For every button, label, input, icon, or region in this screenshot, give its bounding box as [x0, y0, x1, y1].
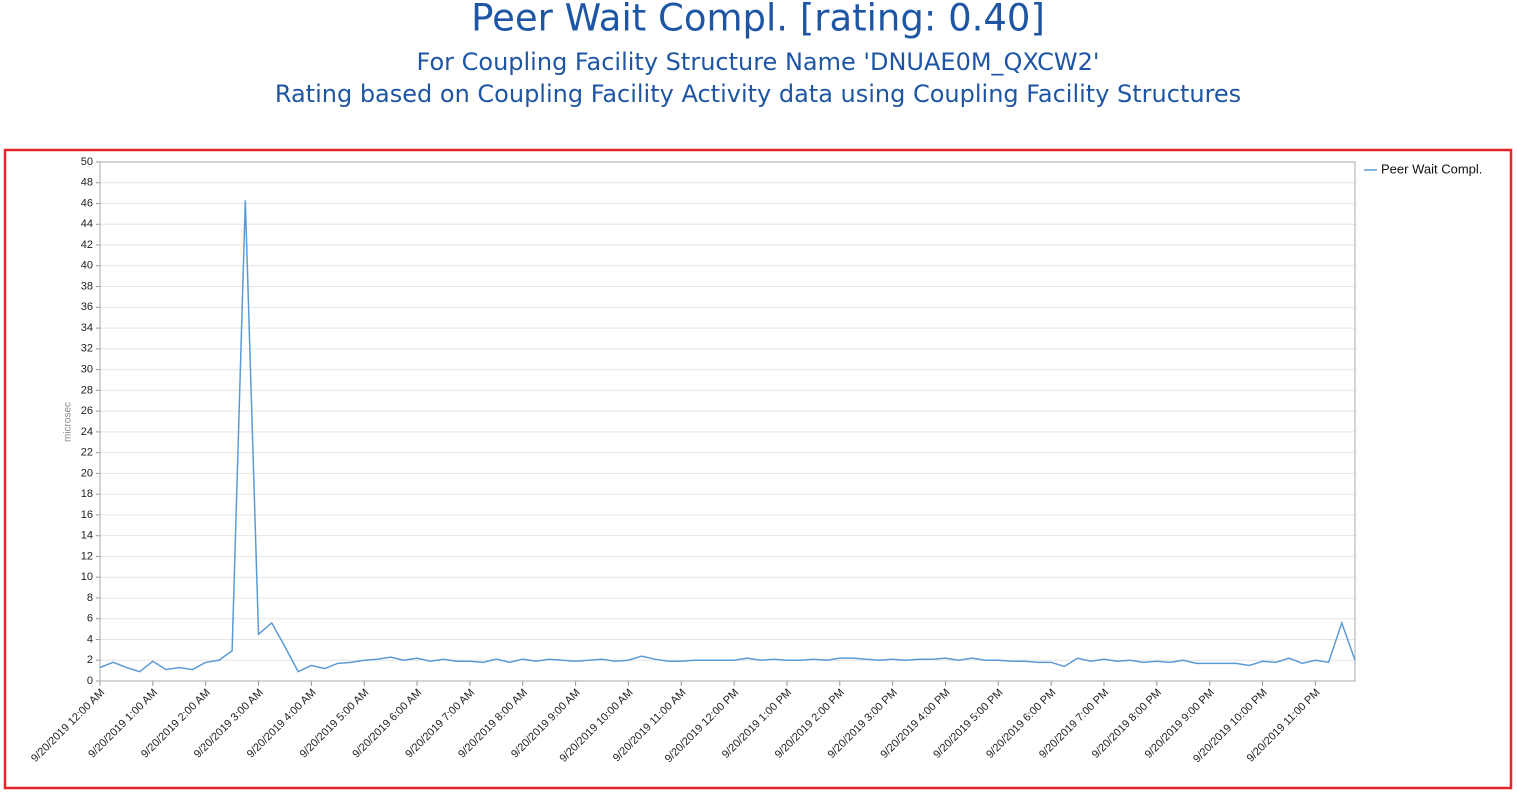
- y-tick-label: 44: [81, 218, 93, 230]
- y-tick-label: 4: [87, 633, 93, 645]
- y-tick-label: 20: [81, 467, 93, 479]
- plot-area: [99, 161, 1356, 682]
- y-tick-label: 12: [81, 550, 93, 562]
- y-axis-label: microsec: [63, 402, 74, 442]
- y-tick-label: 2: [87, 654, 93, 666]
- chart-subtitle: For Coupling Facility Structure Name 'DN…: [417, 48, 1100, 76]
- y-tick-label: 14: [81, 530, 93, 542]
- y-tick-label: 38: [81, 280, 93, 292]
- y-tick-label: 46: [81, 197, 93, 209]
- chart-title: Peer Wait Compl. [rating: 0.40]: [471, 0, 1045, 40]
- y-tick-label: 8: [87, 592, 93, 604]
- chart-subtitle: Rating based on Coupling Facility Activi…: [275, 80, 1241, 108]
- y-tick-label: 0: [87, 675, 93, 687]
- y-tick-label: 22: [81, 447, 93, 459]
- y-tick-label: 26: [81, 405, 93, 417]
- y-tick-label: 16: [81, 509, 93, 521]
- legend-label: Peer Wait Compl.: [1381, 161, 1482, 176]
- y-tick-label: 36: [81, 301, 93, 313]
- y-tick-label: 6: [87, 613, 93, 625]
- y-tick-label: 40: [81, 260, 93, 272]
- frame: [3, 148, 1513, 790]
- y-tick-label: 28: [81, 384, 93, 396]
- y-tick-label: 48: [81, 177, 93, 189]
- y-tick-label: 30: [81, 364, 93, 376]
- y-tick-label: 24: [81, 426, 93, 438]
- y-tick-label: 50: [81, 156, 93, 168]
- y-tick-label: 42: [81, 239, 93, 251]
- y-tick-label: 34: [81, 322, 93, 334]
- y-tick-label: 18: [81, 488, 93, 500]
- y-tick-label: 32: [81, 343, 93, 355]
- data-line: [99, 200, 1356, 673]
- y-tick-label: 10: [81, 571, 93, 583]
